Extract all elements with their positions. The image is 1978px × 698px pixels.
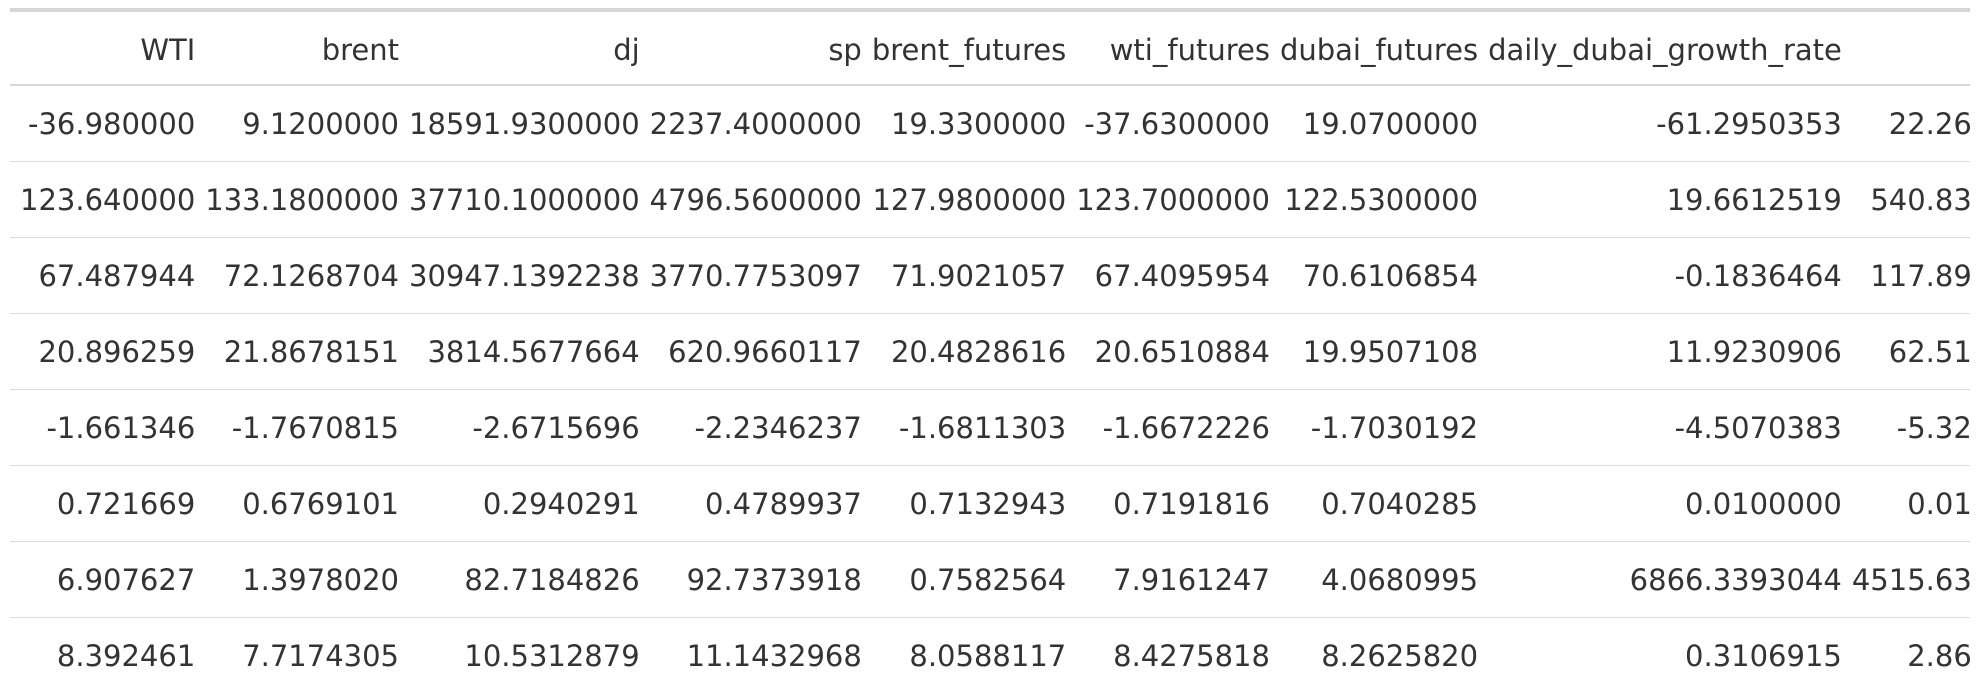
column-header: wti_futures — [1109, 33, 1270, 67]
column-header: daily_dubai_growth_rate — [1488, 33, 1842, 67]
table-cell: 9.1200000 — [242, 106, 400, 141]
table-cell: 133.1800000 — [205, 182, 400, 217]
table-cell: 0.3106915 — [1685, 638, 1842, 673]
table-cell: 0.7132943 — [909, 486, 1067, 521]
column-header: GPR — [1842, 10, 1970, 85]
table-row: -1.661346 -1.7670815 -2.6715696 -2.2346237 -… — [10, 390, 1970, 466]
table-row: 6.907627 1.3978020 82.7184826 92.7373918 0.7… — [10, 542, 1970, 618]
table-viewport[interactable]: WTI brent dj sp brent_futures wti_futures duba… — [10, 8, 1970, 692]
table-cell: 6866.3393044 — [1629, 562, 1842, 597]
table-cell: 6.907627 — [56, 562, 196, 597]
table-cell: 0.7040285 — [1321, 486, 1479, 521]
table-cell: 7.7174305 — [242, 638, 400, 673]
table-cell: 0.4789937 — [705, 486, 862, 521]
table-cell: 3814.5677664 — [427, 334, 640, 369]
table-body: -36.980000 9.1200000 18591.9300000 2237.400… — [10, 85, 1970, 692]
table-cell: 2237.4000000 — [649, 106, 862, 141]
table-cell: 0.0100000 — [1907, 486, 1970, 521]
column-header: dubai_futures — [1279, 33, 1479, 67]
table-cell: 2.8690000 — [1907, 638, 1970, 673]
table-cell: 67.4095954 — [1094, 258, 1270, 293]
table-cell: -1.6811303 — [898, 410, 1067, 445]
table-cell: -5.3230000 — [1896, 410, 1970, 445]
table-row: 8.392461 7.7174305 10.5312879 11.1432968 8.0… — [10, 618, 1970, 692]
table-cell: 19.9507108 — [1302, 334, 1479, 369]
table-cell: 71.9021057 — [890, 258, 1067, 293]
table-cell: -1.661346 — [46, 410, 196, 445]
table-cell: 11.1432968 — [686, 638, 862, 673]
table-cell: 4515.6350000 — [1851, 562, 1970, 597]
table-cell: 620.9660117 — [668, 334, 862, 369]
table-cell: 82.7184826 — [464, 562, 640, 597]
table-cell: -36.980000 — [27, 106, 196, 141]
table-cell: 62.5160000 — [1888, 334, 1970, 369]
table-cell: -1.7670815 — [231, 410, 400, 445]
table-cell: 8.4275818 — [1113, 638, 1270, 673]
column-header: WTI — [140, 33, 196, 67]
table-cell: 127.9800000 — [872, 182, 1067, 217]
table-cell: 0.7582564 — [909, 562, 1067, 597]
table-cell: 540.8300000 — [1870, 182, 1970, 217]
table-cell: 3770.7753097 — [649, 258, 862, 293]
table-cell: -2.6715696 — [472, 410, 640, 445]
table-cell: 123.640000 — [20, 182, 196, 217]
table-cell: 92.7373918 — [686, 562, 862, 597]
table-row: -36.980000 9.1200000 18591.9300000 2237.400… — [10, 85, 1970, 162]
table-cell: -61.2950353 — [1656, 106, 1842, 141]
summary-statistics-table: WTI brent dj sp brent_futures wti_futures duba… — [10, 8, 1970, 692]
table-cell: -1.6672226 — [1102, 410, 1270, 445]
table-cell: 8.392461 — [56, 638, 196, 673]
table-cell: 67.487944 — [38, 258, 196, 293]
table-cell: 8.0588117 — [909, 638, 1067, 673]
table-row: 123.640000 133.1800000 37710.1000000 4796.5… — [10, 162, 1970, 238]
table-cell: 117.8960000 — [1870, 258, 1970, 293]
table-cell: 1.3978020 — [242, 562, 400, 597]
table-cell: 11.9230906 — [1666, 334, 1842, 369]
table-row: 67.487944 72.1268704 30947.1392238 3770.775… — [10, 238, 1970, 314]
table-cell: 37710.1000000 — [409, 182, 640, 217]
table-cell: 8.2625820 — [1321, 638, 1479, 673]
table-cell: 21.8678151 — [223, 334, 400, 369]
table-cell: -1.7030192 — [1310, 410, 1479, 445]
table-cell: -2.2346237 — [694, 410, 862, 445]
table-header: WTI brent dj sp brent_futures wti_futures duba… — [10, 10, 1970, 85]
table-cell: -4.5070383 — [1674, 410, 1842, 445]
column-header: brent — [321, 33, 400, 67]
table-cell: 22.2600000 — [1888, 106, 1970, 141]
header-row: WTI brent dj sp brent_futures wti_futures duba… — [10, 10, 1970, 85]
table-cell: 70.6106854 — [1302, 258, 1479, 293]
table-cell: 20.4828616 — [890, 334, 1067, 369]
table-cell: 20.896259 — [38, 334, 196, 369]
table-cell: 19.0700000 — [1302, 106, 1479, 141]
table-cell: 10.5312879 — [464, 638, 640, 673]
table-cell: 7.9161247 — [1113, 562, 1270, 597]
table-cell: 4.0680995 — [1321, 562, 1479, 597]
table-cell: 123.7000000 — [1076, 182, 1270, 217]
table-row: 20.896259 21.8678151 3814.5677664 620.96601… — [10, 314, 1970, 390]
table-cell: 0.0100000 — [1685, 486, 1842, 521]
column-header: brent_futures — [871, 33, 1067, 67]
table-cell: 19.3300000 — [890, 106, 1067, 141]
column-header: dj — [613, 33, 640, 67]
table-cell: -37.6300000 — [1084, 106, 1270, 141]
table-cell: 18591.9300000 — [409, 106, 640, 141]
column-header: sp — [828, 33, 862, 67]
table-cell: 20.6510884 — [1094, 334, 1270, 369]
table-cell: 0.7191816 — [1113, 486, 1270, 521]
table-cell: 122.5300000 — [1284, 182, 1479, 217]
table-cell: 4796.5600000 — [649, 182, 862, 217]
table-row: 0.721669 0.6769101 0.2940291 0.4789937 0.713… — [10, 466, 1970, 542]
table-cell: 72.1268704 — [223, 258, 400, 293]
table-cell: -0.1836464 — [1674, 258, 1842, 293]
table-cell: 30947.1392238 — [409, 258, 640, 293]
table-cell: 19.6612519 — [1666, 182, 1842, 217]
table-cell: 0.721669 — [56, 486, 196, 521]
table-cell: 0.6769101 — [242, 486, 400, 521]
table-cell: 0.2940291 — [482, 486, 640, 521]
